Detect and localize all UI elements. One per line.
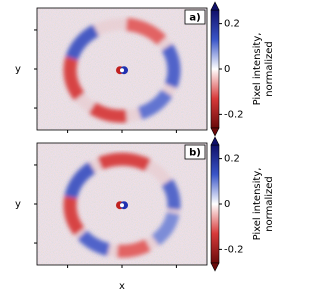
- colorbar-tick-label: 0.2: [224, 154, 240, 165]
- ring-lobe: [63, 195, 85, 236]
- ring-lobe: [137, 89, 173, 120]
- ring-lobe: [63, 56, 85, 101]
- ring-lobe: [97, 152, 151, 172]
- panel-label: b): [189, 148, 201, 159]
- x-axis-label: x: [119, 281, 125, 292]
- y-axis-label: y: [15, 64, 21, 75]
- center-spot: [120, 203, 124, 208]
- colorbar-extend-top: [210, 1, 220, 11]
- panel-label: a): [189, 13, 200, 24]
- y-axis-label: y: [15, 199, 21, 210]
- ring-lobe: [161, 178, 181, 210]
- ring-lobe: [65, 24, 100, 61]
- panel-label-box: [184, 144, 206, 160]
- ring-lobe: [77, 230, 111, 256]
- ring-lobe: [64, 162, 96, 199]
- colorbar-tick-label: 0: [224, 199, 230, 210]
- colorbar: [210, 144, 220, 264]
- center-spot: [120, 68, 124, 73]
- colorbar-tick-label: -0.2: [224, 109, 244, 120]
- panel-label-box: [184, 9, 206, 25]
- colorbar-tick-label: -0.2: [224, 244, 244, 255]
- colorbar-tick-label: 0: [224, 64, 230, 75]
- colorbar-label: Pixel intensity,: [252, 33, 263, 106]
- ring: [63, 152, 181, 258]
- colorbar: [210, 9, 220, 129]
- ring-lobe: [116, 239, 151, 258]
- colorbar-extend-top: [210, 136, 220, 146]
- colorbar-extend-bottom: [210, 127, 220, 137]
- ring-lobe: [161, 43, 181, 89]
- colorbar-label: normalized: [264, 176, 275, 232]
- ring: [63, 17, 181, 123]
- colorbar-label: Pixel intensity,: [252, 168, 263, 241]
- colorbar-tick-label: 0.2: [224, 19, 240, 30]
- colorbar-label: normalized: [264, 41, 275, 97]
- colorbar-extend-bottom: [210, 262, 220, 272]
- ring-lobe: [125, 17, 167, 46]
- ring-lobe: [151, 211, 180, 246]
- ring-lobe: [88, 102, 128, 123]
